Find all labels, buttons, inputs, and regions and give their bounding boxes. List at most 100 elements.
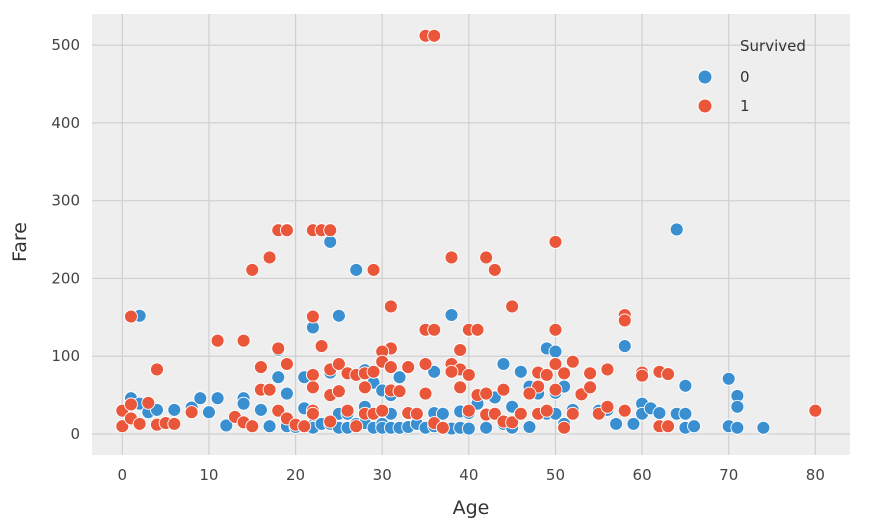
data-point-survived-1 xyxy=(383,299,398,314)
data-point-survived-1 xyxy=(635,368,650,383)
data-point-survived-1 xyxy=(461,403,476,418)
data-point-survived-1 xyxy=(305,380,320,395)
data-point-survived-1 xyxy=(565,406,580,421)
data-point-survived-1 xyxy=(279,223,294,238)
legend: Survived 0 1 xyxy=(697,37,806,115)
data-point-survived-1 xyxy=(245,262,260,277)
x-tick-label: 10 xyxy=(199,466,218,484)
x-tick-label: 0 xyxy=(118,466,128,484)
y-tick-label: 100 xyxy=(51,347,80,365)
data-point-survived-1 xyxy=(479,250,494,265)
data-point-survived-1 xyxy=(279,357,294,371)
data-point-survived-1 xyxy=(331,357,346,371)
data-point-survived-1 xyxy=(479,386,494,401)
y-axis-label: Fare xyxy=(9,222,31,262)
legend-marker-0 xyxy=(697,69,713,85)
y-tick-label: 300 xyxy=(51,192,80,210)
y-tick-label: 200 xyxy=(51,269,80,287)
data-point-survived-1 xyxy=(262,382,277,397)
data-point-survived-1 xyxy=(184,405,199,420)
data-point-survived-1 xyxy=(505,415,520,430)
data-point-survived-1 xyxy=(453,343,468,357)
data-point-survived-1 xyxy=(210,333,225,348)
data-point-survived-1 xyxy=(366,364,381,379)
y-tick-label: 0 xyxy=(70,425,80,443)
data-point-survived-1 xyxy=(513,406,528,421)
data-point-survived-0 xyxy=(253,402,268,417)
data-point-survived-0 xyxy=(721,371,736,386)
data-point-survived-1 xyxy=(600,362,615,377)
data-point-survived-0 xyxy=(617,339,632,354)
data-point-survived-1 xyxy=(340,403,355,418)
data-points xyxy=(115,28,823,436)
data-point-survived-1 xyxy=(375,403,390,418)
x-tick-label: 80 xyxy=(806,466,825,484)
data-point-survived-1 xyxy=(617,403,632,418)
data-point-survived-0 xyxy=(669,222,684,237)
data-point-survived-1 xyxy=(323,223,338,238)
data-point-survived-1 xyxy=(366,262,381,277)
data-point-survived-0 xyxy=(167,402,182,417)
data-point-survived-1 xyxy=(548,234,563,249)
data-point-survived-0 xyxy=(730,399,745,414)
x-tick-label: 60 xyxy=(633,466,652,484)
legend-label-1: 1 xyxy=(740,97,750,115)
data-point-survived-0 xyxy=(548,344,563,359)
data-point-survived-1 xyxy=(323,414,338,429)
data-point-survived-0 xyxy=(609,416,624,431)
y-tick-labels: 0 100 200 300 400 500 xyxy=(51,36,80,443)
x-tick-labels: 0 10 20 30 40 50 60 70 80 xyxy=(118,466,825,484)
data-point-survived-1 xyxy=(548,357,563,371)
legend-label-0: 0 xyxy=(740,68,750,86)
y-tick-label: 500 xyxy=(51,36,80,54)
x-axis-label: Age xyxy=(453,497,490,519)
data-point-survived-1 xyxy=(487,406,502,421)
data-point-survived-1 xyxy=(141,395,156,410)
data-point-survived-1 xyxy=(150,362,164,377)
data-point-survived-1 xyxy=(253,360,268,375)
data-point-survived-1 xyxy=(132,416,147,431)
data-point-survived-1 xyxy=(505,299,520,314)
y-tick-label: 400 xyxy=(51,114,80,132)
legend-marker-1 xyxy=(697,98,713,114)
data-point-survived-1 xyxy=(167,416,182,431)
data-point-survived-0 xyxy=(678,378,693,393)
data-point-survived-1 xyxy=(392,384,407,399)
data-point-survived-0 xyxy=(201,405,216,420)
data-point-survived-0 xyxy=(262,419,277,434)
data-point-survived-1 xyxy=(522,386,537,401)
data-point-survived-0 xyxy=(652,406,667,420)
data-point-survived-0 xyxy=(626,416,641,431)
data-point-survived-1 xyxy=(427,322,442,337)
data-point-survived-1 xyxy=(124,309,138,324)
data-point-survived-1 xyxy=(583,380,598,395)
data-point-survived-0 xyxy=(496,357,511,371)
data-point-survived-1 xyxy=(470,322,485,337)
data-point-survived-1 xyxy=(453,380,468,395)
data-point-survived-1 xyxy=(245,419,260,434)
data-point-survived-0 xyxy=(522,420,537,434)
data-point-survived-1 xyxy=(487,262,502,277)
data-point-survived-0 xyxy=(479,420,494,435)
data-point-survived-0 xyxy=(323,234,338,249)
data-point-survived-0 xyxy=(236,396,251,411)
data-point-survived-1 xyxy=(661,367,676,382)
data-point-survived-0 xyxy=(730,420,745,435)
data-point-survived-0 xyxy=(461,421,476,436)
data-point-survived-1 xyxy=(444,364,459,379)
data-point-survived-1 xyxy=(236,333,251,348)
data-point-survived-1 xyxy=(124,397,138,412)
data-point-survived-1 xyxy=(548,322,563,337)
data-point-survived-0 xyxy=(435,406,450,421)
data-point-survived-1 xyxy=(435,420,450,435)
data-point-survived-0 xyxy=(513,364,528,379)
data-point-survived-0 xyxy=(687,419,702,434)
x-tick-label: 50 xyxy=(546,466,565,484)
data-point-survived-1 xyxy=(461,367,476,382)
data-point-survived-1 xyxy=(600,399,615,414)
data-point-survived-1 xyxy=(357,380,372,395)
data-point-survived-0 xyxy=(219,418,234,433)
data-point-survived-1 xyxy=(444,250,459,265)
data-point-survived-1 xyxy=(548,382,563,397)
